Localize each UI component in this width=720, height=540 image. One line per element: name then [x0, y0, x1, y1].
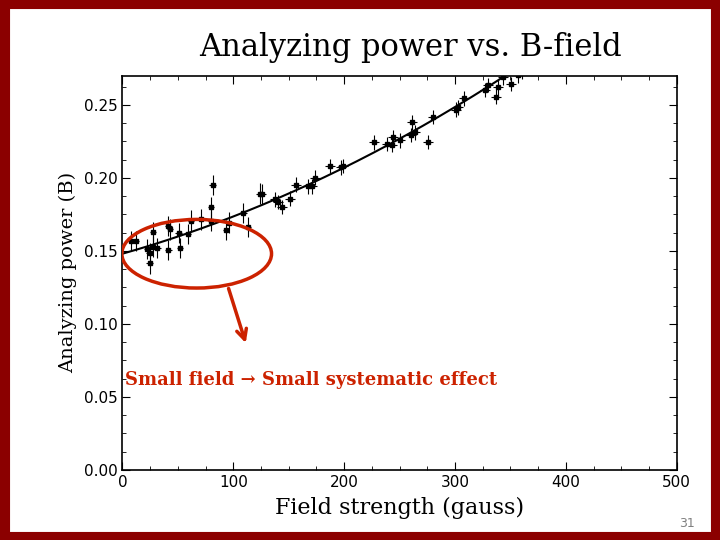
- Y-axis label: Analyzing power (B): Analyzing power (B): [58, 172, 77, 373]
- Text: Small field → Small systematic effect: Small field → Small systematic effect: [125, 370, 497, 388]
- Text: 31: 31: [679, 517, 695, 530]
- X-axis label: Field strength (gauss): Field strength (gauss): [275, 497, 524, 519]
- Text: Analyzing power vs. B-field: Analyzing power vs. B-field: [199, 32, 621, 63]
